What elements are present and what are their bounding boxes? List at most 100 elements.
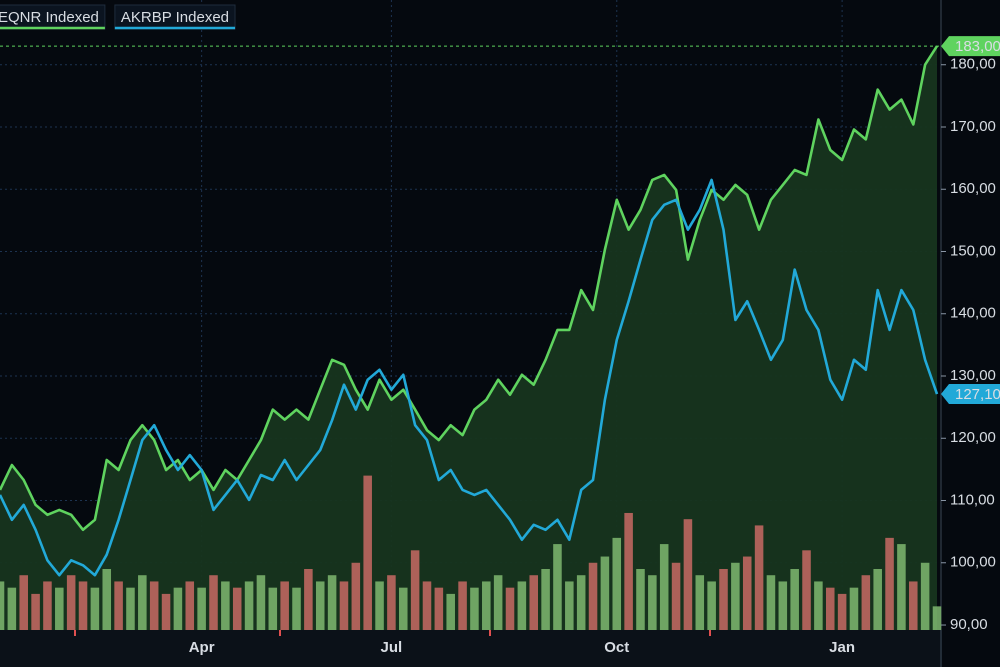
volume-bar	[825, 587, 835, 630]
volume-bar	[66, 575, 76, 630]
volume-bar	[932, 606, 942, 630]
volume-bar	[197, 587, 206, 630]
volume-bar	[588, 562, 598, 630]
volume-bar	[849, 587, 859, 630]
volume-bar	[576, 575, 586, 630]
volume-bar	[244, 581, 254, 630]
volume-bar	[814, 581, 823, 630]
volume-bar	[363, 475, 372, 630]
volume-bar	[458, 581, 467, 630]
volume-bar	[695, 575, 705, 630]
volume-bar	[541, 568, 550, 630]
volume-bar	[256, 575, 266, 630]
last-value-box	[941, 36, 1000, 57]
y-tick-label: 180,00	[950, 56, 996, 73]
y-tick-label: 110,00	[950, 491, 995, 508]
volume-bar	[517, 581, 527, 630]
volume-bar	[19, 575, 28, 630]
legend-label: AKRBP Indexed	[121, 9, 229, 26]
volume-bar	[790, 568, 799, 630]
y-tick-label: 90,00	[950, 616, 988, 633]
y-tick-label: 170,00	[950, 118, 996, 135]
volume-bar	[493, 575, 503, 630]
volume-bar	[387, 575, 396, 630]
volume-bar	[731, 562, 740, 630]
volume-bar	[7, 587, 17, 630]
volume-bar	[897, 544, 906, 630]
volume-bar	[0, 581, 5, 630]
volume-bar	[351, 562, 361, 630]
volume-bar	[126, 587, 135, 630]
volume-bar	[742, 556, 752, 630]
volume-bar	[837, 593, 847, 630]
volume-bar	[754, 525, 764, 630]
volume-bar	[55, 587, 64, 630]
volume-bar	[909, 581, 918, 630]
y-tick-label: 140,00	[950, 305, 996, 322]
y-tick-label: 130,00	[950, 367, 996, 384]
volume-bar	[339, 581, 349, 630]
volume-bar	[671, 562, 681, 630]
volume-bar	[422, 581, 432, 630]
volume-bar	[636, 568, 645, 630]
volume-bar	[268, 587, 278, 630]
y-tick-label: 160,00	[950, 180, 996, 197]
volume-bar	[719, 568, 728, 630]
volume-bar	[778, 581, 788, 630]
volume-bar	[505, 587, 515, 630]
legend-item: EQNR Indexed	[0, 4, 106, 30]
volume-bar	[446, 593, 455, 630]
volume-bar	[327, 575, 337, 630]
minor-ticks	[74, 630, 711, 636]
volume-bar	[410, 550, 420, 630]
volume-bar	[600, 556, 610, 630]
volume-bar	[885, 537, 894, 630]
y-tick-label: 100,00	[950, 554, 996, 571]
volume-bar	[802, 550, 811, 630]
volume-bar	[138, 575, 147, 630]
volume-bar	[398, 587, 408, 630]
line	[0, 178, 939, 577]
y-tick-label: 120,00	[950, 429, 996, 446]
last-value-label: 183,00	[955, 38, 1000, 55]
x-axis-band	[0, 630, 942, 667]
legend-item: AKRBP Indexed	[114, 4, 236, 30]
volume-bar	[78, 581, 88, 630]
volume-bar	[482, 581, 491, 630]
volume-bar	[102, 568, 112, 630]
volume-bar	[648, 575, 657, 630]
volume-bar	[920, 562, 930, 630]
volume-bar	[861, 575, 871, 630]
volume-bar	[43, 581, 52, 630]
volume-bar	[612, 537, 622, 630]
last-value-box	[941, 384, 1000, 405]
volume-bar	[232, 587, 242, 630]
volume-bar	[553, 544, 562, 630]
volume-bar	[31, 593, 40, 630]
x-tick-label: Oct	[604, 639, 629, 656]
legend-box	[0, 4, 106, 30]
volume-bar	[375, 581, 384, 630]
volume-bar	[185, 581, 195, 630]
volume-bar	[707, 581, 716, 630]
volume-bar	[659, 544, 669, 630]
line	[0, 45, 939, 532]
volume-bar	[161, 593, 171, 630]
y-tick-label: 150,00	[950, 242, 996, 259]
last-value-label: 127,10	[955, 386, 1000, 403]
x-tick-label: Jul	[381, 639, 403, 656]
volume-bar	[114, 581, 123, 630]
volume-bar	[149, 581, 159, 630]
volume-bar	[280, 581, 289, 630]
volume-bar	[292, 587, 301, 630]
volume-bar	[683, 519, 693, 630]
x-tick-label: Apr	[189, 639, 215, 656]
volume-bar	[90, 587, 100, 630]
volume-bar	[766, 575, 776, 630]
volume-bar	[434, 587, 444, 630]
volume-bar	[209, 575, 218, 630]
volume-bar	[873, 568, 882, 630]
x-tick-label: Jan	[829, 639, 855, 656]
volume-bar	[304, 568, 313, 630]
